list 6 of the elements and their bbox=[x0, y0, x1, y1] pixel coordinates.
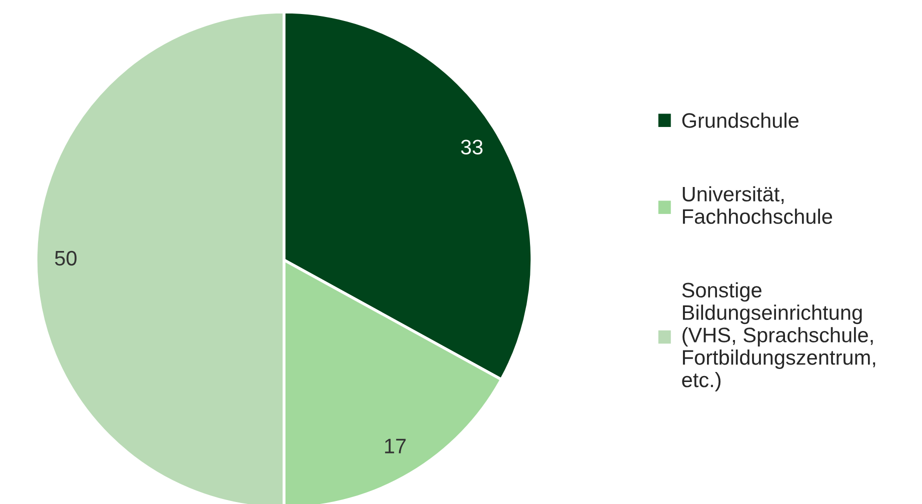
data-label: 50 bbox=[55, 250, 77, 266]
data-label: 17 bbox=[385, 438, 406, 454]
legend-label: Grundschule bbox=[682, 112, 798, 128]
data-label: 33 bbox=[461, 140, 483, 154]
legend-label: Universität, Fachhochschule bbox=[682, 186, 832, 224]
legend-label: Sonstige Bildungseinrichtung (VHS, Sprachschule, Fortbildungszentrum, etc.) bbox=[682, 282, 876, 392]
